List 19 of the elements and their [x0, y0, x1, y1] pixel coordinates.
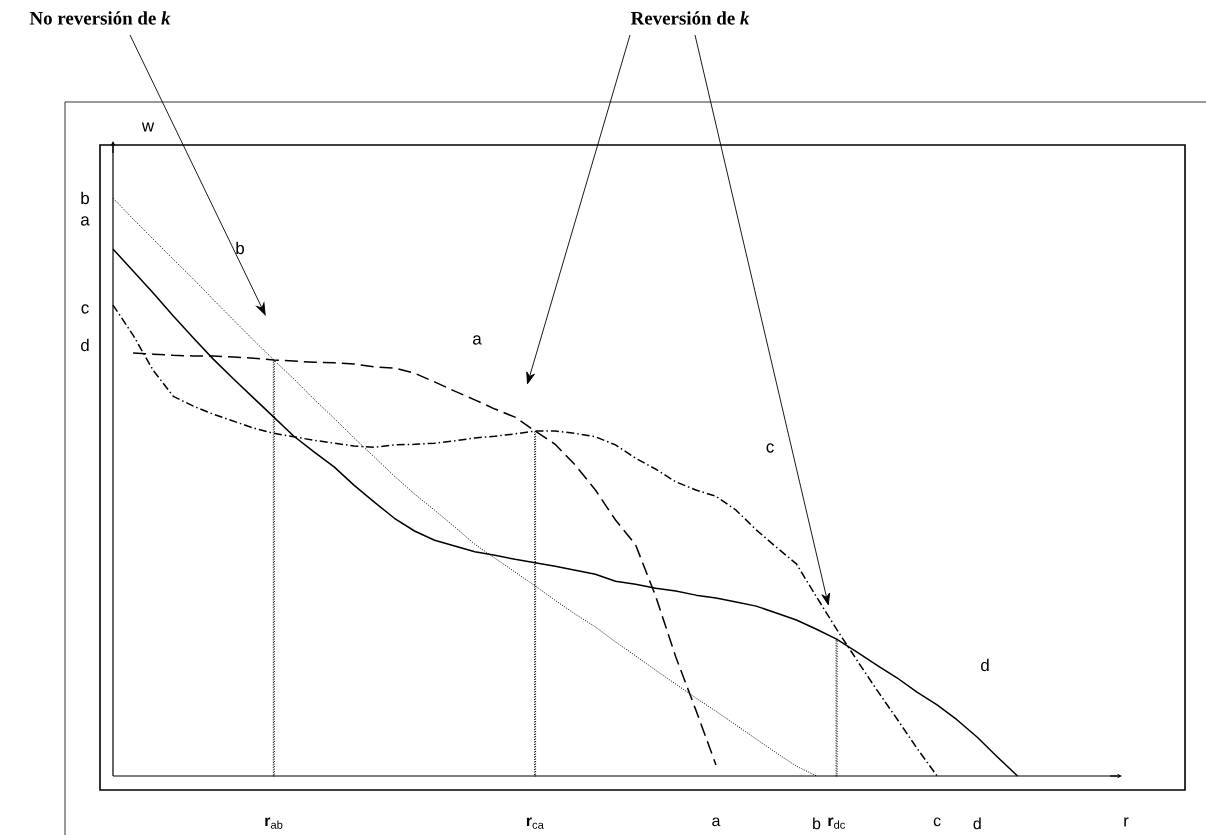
text: a — [81, 216, 90, 226]
x-tick-label: a — [712, 817, 721, 827]
x-tick-label: d — [973, 817, 981, 830]
annotation: d — [981, 658, 989, 672]
x-tick-label: b — [813, 817, 821, 830]
text: c — [81, 304, 89, 314]
text: b — [81, 191, 89, 205]
x-tick-label: r$_{ab}$ — [265, 817, 283, 829]
y-axis-title: w — [141, 122, 155, 132]
annotation: c — [766, 443, 774, 453]
text: d — [81, 338, 89, 352]
x-tick-label: r$_{dc}$ — [828, 817, 846, 829]
annotation: b — [236, 241, 244, 255]
x-tick-label: c — [933, 817, 941, 827]
x-tick-label: r$_{ca}$ — [526, 817, 544, 829]
text: Reversión de k — [630, 11, 750, 25]
text: No reversión de k — [29, 11, 171, 25]
x-axis-title: r — [1124, 817, 1129, 827]
annotation: a — [473, 335, 482, 345]
